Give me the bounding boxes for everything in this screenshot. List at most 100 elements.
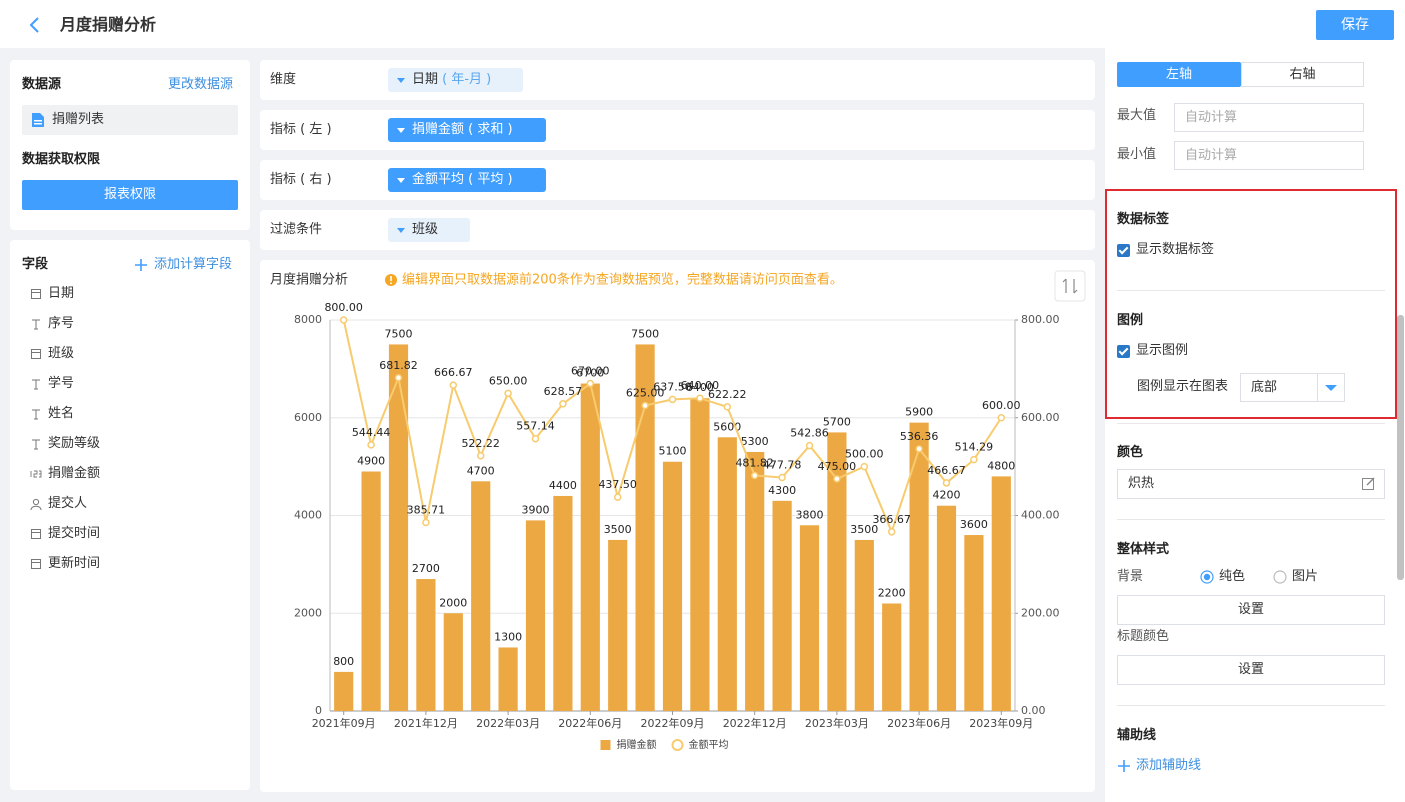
bar — [827, 432, 847, 711]
line-point — [531, 434, 540, 443]
y2-tick-label: 800.00 — [1021, 313, 1060, 326]
page-title: 月度捐赠分析 — [60, 15, 157, 34]
bar-label: 2200 — [878, 586, 906, 599]
line-point — [970, 455, 978, 464]
line-point — [613, 493, 622, 501]
y2-tick-label: 200.00 — [1021, 606, 1060, 619]
chart-notice: 编辑界面只取数据源前200条作为查询数据预览，完整数据请访问页面查看。 — [402, 272, 843, 288]
doc-icon — [32, 113, 44, 127]
change-source-link[interactable]: 更改数据源 — [168, 77, 234, 92]
add-guide-link[interactable]: 添加辅助线 — [1136, 758, 1202, 773]
color-input[interactable]: 炽热 — [1117, 469, 1385, 499]
field-item[interactable]: 捐赠金额 — [48, 466, 101, 481]
field-icon — [31, 529, 41, 539]
line-point — [668, 395, 677, 404]
line-label: 628.57 — [544, 385, 583, 398]
field-label: 最大值 — [1117, 108, 1157, 123]
sort-icon — [1062, 278, 1078, 294]
bar-label: 5700 — [823, 415, 851, 428]
bar-label: 7500 — [385, 327, 413, 340]
plus-icon — [1118, 760, 1130, 772]
checkbox-label: 显示数据标签 — [1136, 242, 1215, 257]
field-item[interactable]: 奖励等级 — [48, 436, 101, 451]
separator — [1117, 519, 1385, 520]
dimension-chip[interactable]: 日期 ( 年-月 ) — [388, 68, 523, 92]
scrollbar[interactable] — [1397, 315, 1404, 580]
field-label: 图例显示在图表 — [1137, 379, 1229, 394]
field-label: 最小值 — [1117, 147, 1157, 162]
field-item[interactable]: 序号 — [48, 316, 75, 331]
line-point — [833, 475, 841, 483]
line-point — [394, 374, 403, 382]
legend-select[interactable]: 底部 — [1240, 373, 1345, 402]
permission-button[interactable]: 报表权限 — [22, 180, 238, 210]
select-arrow — [1325, 385, 1337, 391]
line-point — [422, 518, 430, 527]
chart-card: 月度捐赠分析 编辑界面只取数据源前200条作为查询数据预览，完整数据请访问页面查… — [260, 260, 1095, 792]
line-label: 366.67 — [872, 513, 911, 526]
tab[interactable]: 右轴 — [1241, 62, 1364, 87]
bar-label: 4800 — [987, 459, 1015, 472]
checkbox[interactable] — [1117, 345, 1130, 358]
max-input[interactable]: 自动计算 — [1174, 103, 1364, 132]
min-input[interactable]: 自动计算 — [1174, 141, 1364, 170]
radio-label: 纯色 — [1219, 569, 1246, 584]
bar — [608, 539, 628, 711]
config-row: 指标 ( 左 ) 捐赠金额 ( 求和 ) — [260, 110, 1095, 150]
field-item[interactable]: 学号 — [48, 376, 75, 391]
set-button[interactable]: 设置 — [1117, 655, 1385, 685]
back-icon[interactable] — [27, 16, 41, 34]
filter-chip[interactable]: 班级 — [388, 218, 470, 242]
bar-label: 3800 — [796, 508, 824, 521]
y2-tick-label: 400.00 — [1021, 509, 1060, 522]
line-point — [476, 452, 485, 460]
tab-active[interactable]: 左轴 — [1117, 62, 1241, 87]
line-label: 666.67 — [434, 366, 473, 379]
bar — [525, 520, 546, 711]
bar — [964, 535, 984, 711]
section-title: 数据获取权限 — [22, 152, 101, 167]
source-box[interactable]: 捐赠列表 — [22, 105, 238, 135]
sort-button[interactable] — [1054, 270, 1086, 302]
line-point — [504, 389, 512, 398]
line-point — [778, 473, 786, 482]
set-button[interactable]: 设置 — [1117, 595, 1385, 625]
y2-tick-label: 0.00 — [1021, 704, 1046, 717]
line-label: 385.71 — [407, 503, 446, 516]
radio[interactable] — [1273, 570, 1287, 584]
field-item[interactable]: 日期 — [48, 286, 75, 301]
save-button[interactable]: 保存 — [1316, 10, 1394, 40]
edit-icon[interactable] — [1362, 477, 1375, 490]
field-item[interactable]: 更新时间 — [48, 556, 101, 571]
bar — [690, 398, 710, 711]
line-point — [915, 445, 923, 453]
radio-checked[interactable] — [1200, 570, 1214, 584]
y-tick-label: 2000 — [294, 606, 322, 619]
bar-label: 3500 — [850, 523, 878, 536]
line-label: 514.29 — [955, 441, 994, 454]
line-point — [696, 394, 704, 402]
bar — [580, 383, 600, 711]
field-item[interactable]: 班级 — [48, 346, 75, 361]
bar — [662, 461, 683, 711]
checkbox[interactable] — [1117, 244, 1130, 257]
legend-label: 金额平均 — [689, 738, 729, 751]
field-item[interactable]: 提交时间 — [48, 526, 101, 541]
metric-chip[interactable]: 金额平均 ( 平均 ) — [388, 168, 546, 192]
separator — [1117, 290, 1385, 291]
field-item[interactable]: 提交人 — [48, 496, 88, 511]
bar-label: 6700 — [576, 367, 604, 380]
bar-label: 3600 — [960, 518, 988, 531]
bar-label: 800 — [333, 655, 354, 668]
line-label: 500.00 — [845, 448, 884, 461]
config-label: 过滤条件 — [270, 222, 323, 237]
line-label: 600.00 — [982, 399, 1021, 412]
bar-label: 4400 — [549, 479, 577, 492]
metric-chip[interactable]: 捐赠金额 ( 求和 ) — [388, 118, 546, 142]
field-item[interactable]: 姓名 — [48, 406, 75, 421]
radio-label: 图片 — [1292, 569, 1319, 584]
add-field-link[interactable]: 添加计算字段 — [154, 257, 233, 272]
bar — [772, 500, 792, 711]
line-label: 625.00 — [626, 387, 665, 400]
